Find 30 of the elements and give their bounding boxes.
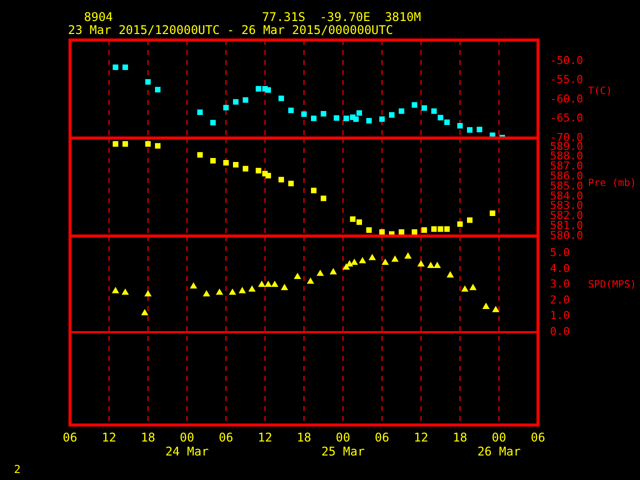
- x-tick-label: 12: [414, 430, 428, 444]
- x-tick-label: 06: [218, 430, 234, 444]
- y-tick-label: 3.0: [550, 278, 570, 291]
- chart-title: 8904: [84, 10, 113, 24]
- y-tick-label: 2.0: [550, 293, 570, 306]
- y-tick-label: -65.0: [550, 112, 584, 125]
- x-tick-label: 00 26 Mar: [477, 430, 521, 459]
- y-tick-label: -50.0: [550, 54, 584, 67]
- x-tick-label: 18: [140, 430, 156, 444]
- text: 2: [14, 463, 21, 476]
- x-tick-label: 12: [258, 430, 272, 444]
- y-tick-label: 0.0: [550, 324, 570, 338]
- y-axis-title: SPD(MPS): [588, 279, 636, 290]
- y-tick-label: -55.0: [550, 73, 584, 86]
- x-tick-label: 18: [296, 430, 312, 444]
- x-tick-label: 00 24 Mar: [165, 430, 209, 459]
- x-tick-label: 06: [530, 430, 546, 444]
- text: 77.31S -39.70E 3810M: [262, 10, 421, 24]
- y-axis-title: Pre (mb): [588, 178, 636, 190]
- x-tick-label: 06: [374, 430, 390, 444]
- y-tick-label: 1.0: [550, 309, 570, 322]
- y-axis-title: T(C): [588, 86, 612, 98]
- x-tick-label: 12: [102, 430, 116, 444]
- x-tick-label: 18: [452, 430, 468, 444]
- y-tick-label: 4.0: [550, 262, 570, 275]
- x-tick-label: 06: [62, 430, 78, 444]
- y-tick-label: 5.0: [550, 246, 570, 260]
- chart-subtitle: 23 Mar 2015/120000UTC - 26 Mar 2015/000000UTC: [68, 23, 394, 37]
- y-tick-label: -60.0: [550, 92, 584, 106]
- x-tick-label: 00 25 Mar: [321, 430, 365, 459]
